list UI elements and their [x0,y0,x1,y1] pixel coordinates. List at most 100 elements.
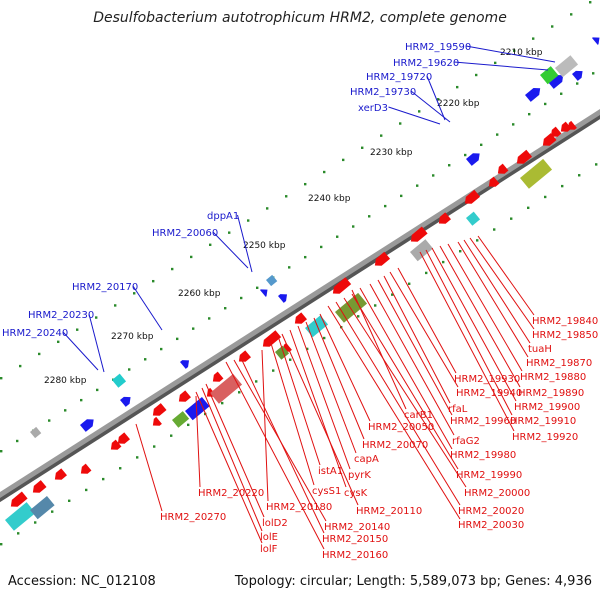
inner-tick-dot [544,195,547,199]
outer-tick-dot [304,255,307,259]
inner-tick-dot [272,369,275,372]
forward-gene [466,153,480,166]
feature-block [466,211,481,226]
kbp-tick-label: 2230 kbp [370,148,413,158]
outer-tick-dot [160,347,163,351]
reverse-gene [464,189,481,204]
reverse-leader-line [351,293,459,470]
outer-tick-dot [80,398,83,402]
reverse-gene [212,371,224,382]
reverse-gene-label: capA [354,454,379,465]
kbp-tick-label: 2240 kbp [308,194,351,204]
reverse-leader-line [313,317,365,440]
reverse-gene-label: lolD2 [262,518,288,529]
forward-leader-line [62,331,99,371]
outer-tick-dot [114,304,117,307]
outer-tick-dot [368,215,371,218]
feature-block [520,158,553,189]
inner-tick-dot [578,174,581,177]
forward-gene-label: HRM2_19720 [366,72,432,83]
outer-tick-dot [576,82,579,85]
reverse-gene [516,149,533,164]
inner-tick-dot [425,271,428,275]
backbone-shadow [0,110,600,503]
outer-tick-dot [513,49,516,52]
reverse-gene [438,212,451,224]
outer-tick-dot [57,340,60,344]
inner-tick-dot [459,250,462,253]
reverse-leader-line [377,279,453,416]
outer-tick-dot [361,146,364,149]
reverse-gene [497,163,509,174]
reverse-gene-label: HRM2_19880 [520,372,586,383]
forward-gene [572,70,583,81]
inner-tick-dot [136,456,139,459]
forward-gene [592,37,600,45]
inner-tick-dot [221,401,224,405]
feature-block [335,292,368,323]
reverse-gene [110,439,122,450]
reverse-gene-label: HRM2_20110 [356,506,422,517]
reverse-gene [117,432,130,444]
inner-tick-dot [357,315,360,318]
reverse-gene [54,468,67,480]
outer-tick-dot [592,72,595,75]
feature-block [30,495,55,520]
inner-tick-dot [68,499,71,502]
reverse-gene [178,390,191,402]
reverse-gene [152,403,167,416]
outer-tick-dot [456,85,459,89]
inner-tick-dot [34,521,37,524]
forward-gene [260,289,268,297]
reverse-gene-label: HRM2_19920 [512,432,578,443]
reverse-gene-label: carB1 [404,410,433,421]
reverse-gene-label: HRM2_19900 [514,402,580,413]
outer-tick-dot [570,13,573,16]
outer-tick-dot [288,266,291,269]
kbp-tick-label: 2210 kbp [500,48,543,58]
inner-tick-dot [187,423,190,427]
outer-tick-dot [256,286,259,289]
outer-tick-dot [247,219,250,222]
outer-tick-dot [437,98,440,101]
feature-block [112,373,127,388]
reverse-leader-line [469,237,535,330]
outer-tick-dot [240,296,243,300]
reverse-gene-label: HRM2_20030 [458,520,524,531]
feature-block [30,426,42,439]
outer-tick-dot [19,364,22,368]
reverse-leader-line [281,333,359,506]
reverse-leader-line [457,241,529,358]
feature-block [185,396,210,421]
reverse-gene-label: istA1 [318,466,343,477]
reverse-gene [10,491,28,507]
inner-tick-dot [510,217,513,220]
reverse-leader-line [351,289,407,410]
forward-gene-label: HRM2_19730 [350,87,416,98]
reverse-gene-label: HRM2_20150 [322,534,388,545]
inner-tick-dot [17,532,20,535]
outer-tick-dot [266,207,269,210]
forward-leader-line [237,214,253,273]
outer-tick-dot [224,307,227,310]
feature-block [172,411,190,428]
kbp-tick-label: 2220 kbp [437,99,480,109]
outer-tick-dot [532,37,535,40]
forward-gene [180,360,190,369]
outer-tick-dot [352,225,355,228]
outer-tick-dot [0,450,3,453]
reverse-gene-label: HRM2_20140 [324,522,390,533]
reverse-gene-label: HRM2_19890 [518,388,584,399]
feature-block [112,373,127,388]
forward-gene-label: HRM2_19590 [405,42,471,53]
feature-block [4,502,36,531]
feature-block [466,211,481,226]
reverse-gene [410,226,428,242]
inner-tick-dot [119,467,122,470]
forward-gene [548,74,564,89]
inner-tick-dot [561,184,564,188]
inner-tick-dot [255,380,258,383]
outer-tick-dot [380,134,383,137]
outer-tick-dot [16,439,19,443]
reverse-leader-line [319,313,371,422]
